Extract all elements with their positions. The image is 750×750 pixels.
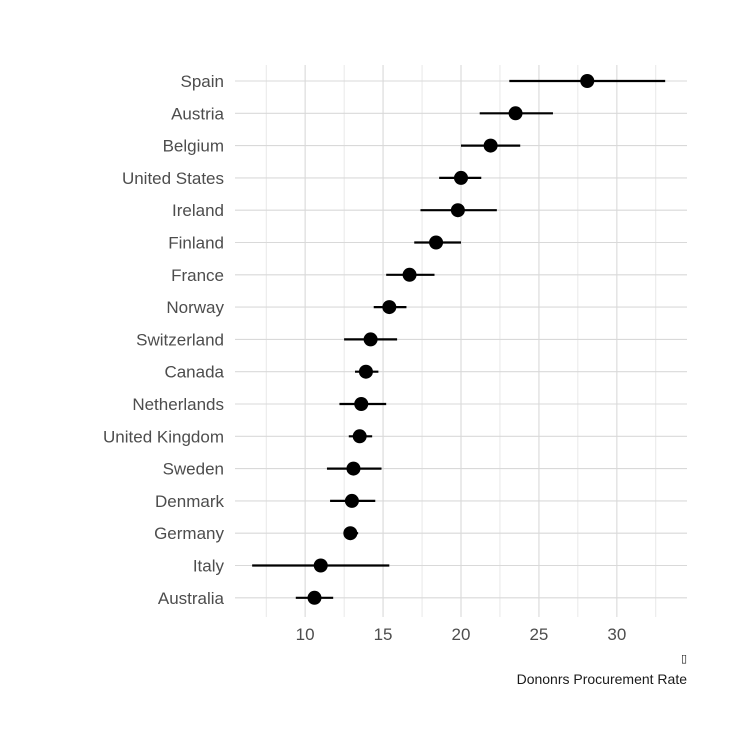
estimate-point — [382, 300, 397, 315]
x-tick-label: 10 — [296, 625, 315, 644]
category-label: Finland — [168, 234, 224, 253]
estimate-point — [454, 170, 468, 185]
category-label: Austria — [171, 104, 224, 123]
x-tick-label: 30 — [607, 625, 626, 644]
estimate-point — [483, 138, 498, 153]
category-label: France — [171, 266, 224, 285]
estimate-point — [343, 526, 358, 541]
axis-glyph-icon: ▯ — [681, 652, 687, 665]
category-labels: Spain Austria Belgium United States Ireland F… — [103, 72, 225, 608]
estimate-point — [429, 235, 444, 250]
estimate-point — [358, 364, 373, 379]
category-label: Canada — [164, 363, 224, 382]
category-label: Italy — [193, 557, 225, 576]
category-label: Norway — [166, 298, 224, 317]
category-label: United States — [122, 169, 224, 188]
category-label: Australia — [158, 589, 225, 608]
estimate-point — [344, 493, 359, 508]
estimate-point — [346, 461, 361, 476]
x-tick-labels: 10 15 20 25 30 — [296, 625, 627, 644]
estimate-point — [450, 203, 465, 218]
estimate-point — [508, 106, 523, 121]
estimate-point — [402, 267, 417, 282]
estimate-point — [352, 429, 367, 444]
category-label: Netherlands — [132, 395, 224, 414]
category-label: Spain — [181, 72, 224, 91]
x-tick-label: 25 — [529, 625, 548, 644]
category-label: Sweden — [163, 460, 224, 479]
estimate-point — [580, 74, 595, 88]
estimate-point — [307, 590, 322, 605]
estimate-points — [307, 74, 595, 605]
category-label: Denmark — [155, 492, 224, 511]
estimate-point — [354, 397, 369, 411]
x-tick-label: 15 — [374, 625, 393, 644]
category-label: Switzerland — [136, 330, 224, 349]
category-label: United Kingdom — [103, 427, 224, 446]
estimate-point — [363, 332, 378, 347]
category-label: Germany — [154, 524, 224, 543]
category-label: Ireland — [172, 201, 224, 220]
estimate-point — [313, 558, 328, 573]
grid — [235, 65, 687, 617]
x-tick-label: 20 — [452, 625, 471, 644]
category-label: Belgium — [163, 137, 224, 156]
x-axis-title: Dononrs Procurement Rate — [517, 671, 688, 687]
